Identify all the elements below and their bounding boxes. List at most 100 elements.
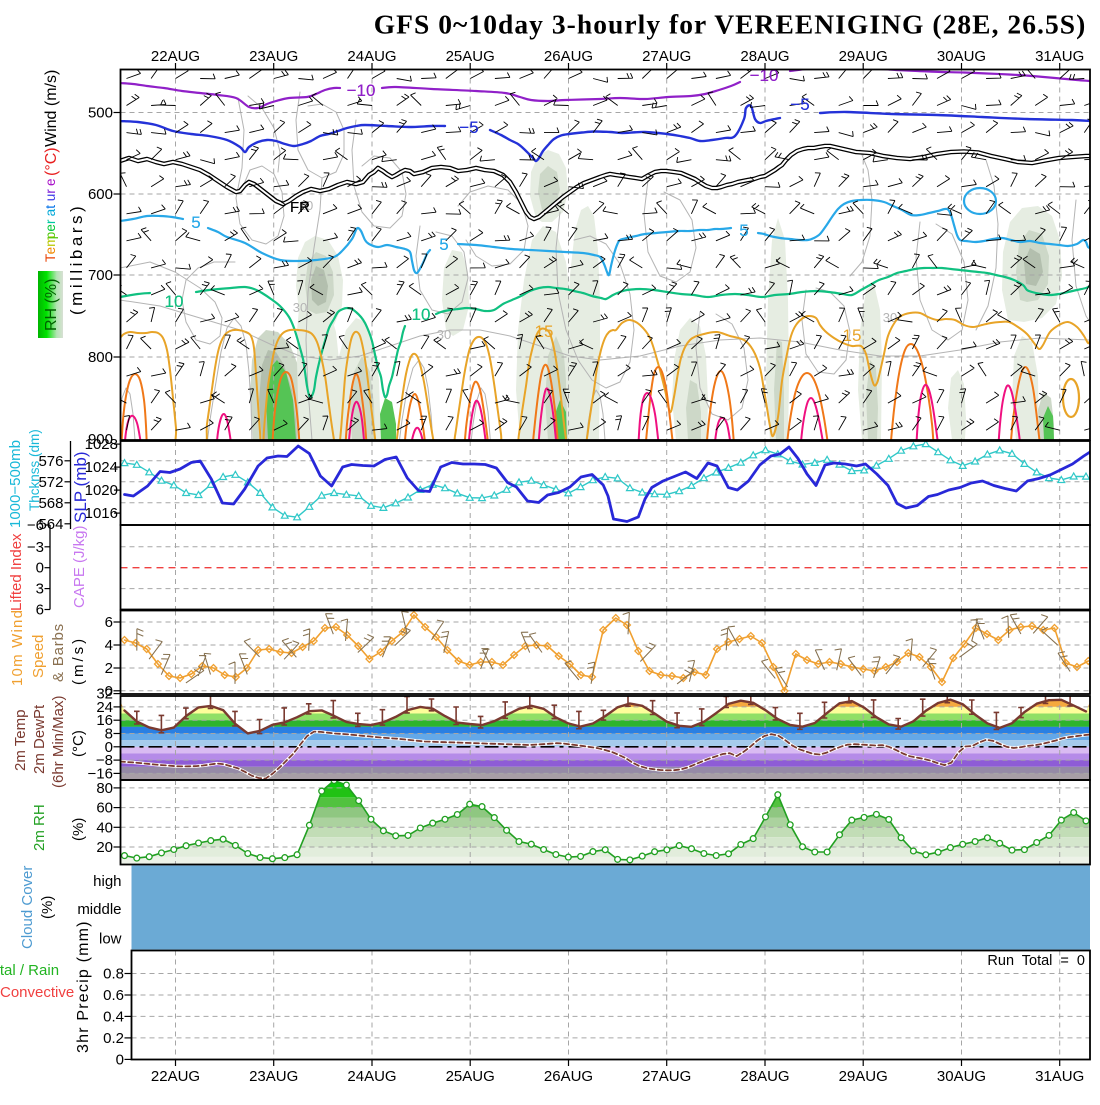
svg-text:0.4: 0.4 (103, 1008, 124, 1025)
svg-text:middle: middle (77, 901, 121, 918)
svg-text:4: 4 (105, 637, 113, 654)
svg-text:1028: 1028 (85, 436, 118, 453)
svg-text:29AUG: 29AUG (839, 1068, 888, 1085)
svg-text:576: 576 (38, 453, 63, 470)
svg-text:23AUG: 23AUG (249, 48, 298, 65)
svg-text:−8: −8 (96, 752, 113, 769)
svg-text:−10: −10 (750, 66, 779, 85)
svg-text:Total / Rain: Total / Rain (0, 962, 59, 979)
svg-text:Thcknss (dm): Thcknss (dm) (27, 429, 42, 511)
svg-text:high: high (93, 873, 121, 890)
svg-text:5: 5 (191, 213, 200, 232)
svg-text:8: 8 (105, 726, 113, 743)
svg-text:1000−500mb: 1000−500mb (7, 440, 24, 528)
svg-text:568: 568 (38, 495, 63, 512)
svg-text:m: m (43, 236, 58, 247)
svg-text:600: 600 (88, 186, 113, 203)
svg-text:25AUG: 25AUG (446, 1068, 495, 1085)
svg-text:22AUG: 22AUG (151, 1068, 200, 1085)
svg-text:low: low (99, 931, 122, 948)
svg-text:−10: −10 (750, 66, 779, 85)
svg-text:2m RH: 2m RH (31, 804, 48, 851)
svg-text:−10: −10 (347, 81, 376, 100)
svg-text:(°C): (°C) (43, 147, 60, 176)
svg-text:1024: 1024 (85, 459, 118, 476)
svg-text:0: 0 (36, 560, 44, 577)
svg-text:16: 16 (96, 712, 113, 729)
svg-text:800: 800 (88, 349, 113, 366)
svg-text:28AUG: 28AUG (740, 48, 789, 65)
svg-text:t: t (43, 205, 58, 209)
svg-text:60: 60 (96, 800, 113, 817)
svg-text:15: 15 (535, 322, 554, 341)
svg-text:Convective: Convective (0, 984, 74, 1001)
svg-text:27AUG: 27AUG (642, 48, 691, 65)
svg-text:(%): (%) (70, 818, 87, 841)
svg-text:(6hr Min/Max): (6hr Min/Max) (50, 695, 67, 788)
svg-text:10: 10 (165, 292, 184, 311)
svg-text:−5: −5 (790, 95, 809, 114)
svg-text:CAPE (J/kg): CAPE (J/kg) (71, 525, 88, 608)
svg-text:32: 32 (96, 686, 113, 703)
svg-text:3: 3 (36, 581, 44, 598)
svg-text:23AUG: 23AUG (249, 1068, 298, 1085)
svg-text:0: 0 (116, 1051, 124, 1068)
svg-text:FR: FR (290, 199, 310, 216)
svg-text:Lifted Index: Lifted Index (8, 533, 25, 611)
svg-text:24AUG: 24AUG (347, 48, 396, 65)
svg-text:24AUG: 24AUG (347, 1068, 396, 1085)
svg-text:(%): (%) (39, 896, 56, 919)
svg-text:T: T (43, 254, 58, 262)
svg-text:−16: −16 (88, 765, 113, 782)
svg-text:31AUG: 31AUG (1035, 48, 1084, 65)
svg-text:30AUG: 30AUG (937, 1068, 986, 1085)
svg-text:0: 0 (105, 739, 113, 756)
svg-text:5: 5 (439, 235, 448, 254)
svg-text:Wind (m/s): Wind (m/s) (43, 70, 60, 147)
svg-text:r: r (43, 219, 58, 224)
svg-text:564: 564 (38, 516, 63, 533)
svg-text:31AUG: 31AUG (1035, 1068, 1084, 1085)
svg-text:(m/s): (m/s) (70, 636, 87, 685)
svg-text:1020: 1020 (85, 482, 118, 499)
svg-text:2: 2 (105, 660, 113, 677)
svg-text:p: p (43, 232, 58, 240)
svg-text:a: a (43, 208, 58, 216)
svg-text:−5: −5 (459, 118, 478, 137)
svg-text:0.2: 0.2 (103, 1030, 124, 1047)
svg-text:Speed: Speed (30, 635, 47, 678)
svg-text:0: 0 (105, 683, 113, 700)
svg-text:GFS 0~10day 3-hourly for VEREE: GFS 0~10day 3-hourly for VEREENIGING (28… (374, 9, 1087, 40)
svg-text:0.8: 0.8 (103, 966, 124, 983)
svg-text:RH (%): RH (%) (43, 279, 60, 331)
svg-text:500: 500 (88, 105, 113, 122)
svg-text:30: 30 (437, 327, 451, 342)
svg-text:0.6: 0.6 (103, 987, 124, 1004)
svg-text:1016: 1016 (85, 505, 118, 522)
svg-text:572: 572 (38, 474, 63, 491)
svg-text:e: e (43, 247, 58, 255)
svg-text:80: 80 (96, 780, 113, 797)
svg-text:−6: −6 (27, 517, 44, 534)
svg-text:10m Wind: 10m Wind (9, 609, 26, 686)
svg-text:−10: −10 (347, 81, 376, 100)
svg-text:30: 30 (293, 300, 307, 315)
svg-text:2m Temp: 2m Temp (12, 710, 29, 771)
svg-text:(°C): (°C) (70, 730, 87, 757)
svg-text:5: 5 (739, 221, 748, 240)
svg-text:27AUG: 27AUG (642, 1068, 691, 1085)
svg-text:10: 10 (412, 305, 431, 324)
svg-text:40: 40 (96, 819, 113, 836)
svg-text:3hr Precip (mm): 3hr Precip (mm) (75, 920, 92, 1053)
svg-text:700: 700 (88, 267, 113, 284)
svg-text:−3: −3 (27, 539, 44, 556)
svg-text:29AUG: 29AUG (839, 48, 888, 65)
svg-text:5: 5 (191, 213, 200, 232)
svg-text:e: e (43, 178, 58, 186)
svg-text:& Barbs: & Barbs (50, 623, 67, 682)
svg-text:Run Total = 0: Run Total = 0 (987, 953, 1085, 969)
svg-text:−5: −5 (790, 95, 809, 114)
svg-text:6: 6 (36, 602, 44, 619)
svg-text:2m DewPt: 2m DewPt (31, 704, 48, 774)
svg-text:25AUG: 25AUG (446, 48, 495, 65)
